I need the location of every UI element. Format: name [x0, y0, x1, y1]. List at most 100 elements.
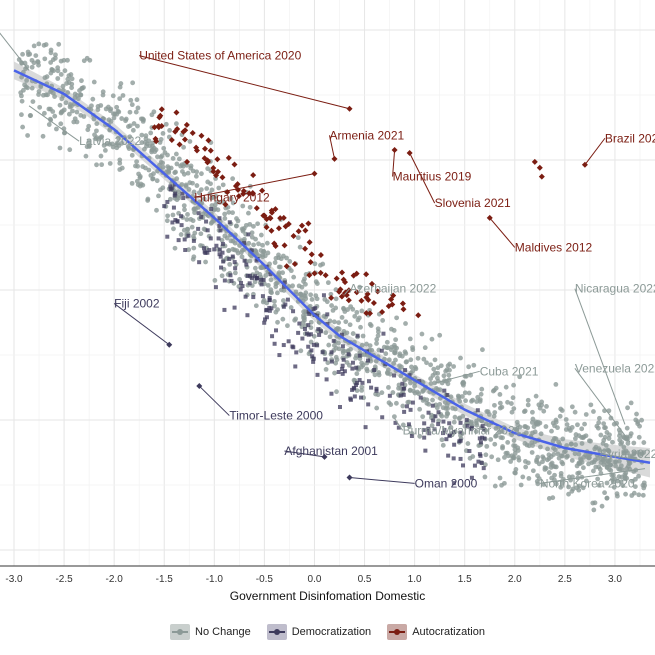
data-point-no-change [350, 331, 356, 336]
data-point-no-change [247, 204, 253, 210]
data-point-no-change [515, 422, 521, 428]
data-point-no-change [308, 292, 314, 298]
data-point-no-change [25, 133, 31, 138]
data-point-no-change [288, 268, 294, 274]
data-point-no-change [523, 464, 529, 470]
data-point-no-change [459, 394, 465, 399]
data-point-democratization [218, 254, 223, 259]
data-point-no-change [446, 372, 452, 378]
data-point-no-change [259, 265, 265, 270]
data-point-no-change [342, 309, 348, 314]
data-point-no-change [576, 487, 582, 493]
data-point-no-change [330, 307, 336, 313]
data-point-no-change [455, 393, 461, 399]
data-point-no-change [434, 375, 440, 381]
data-point-no-change [42, 56, 48, 62]
data-point-no-change [473, 429, 479, 434]
point-label: Timor-Leste 2000 [229, 409, 323, 423]
data-point-no-change [291, 274, 297, 280]
data-point-no-change [344, 360, 350, 365]
data-point-no-change [230, 210, 235, 216]
legend-label: Autocratization [412, 626, 485, 638]
data-point-no-change [94, 121, 100, 127]
data-point-no-change [156, 193, 161, 199]
data-point-no-change [428, 376, 434, 382]
data-point-no-change [361, 352, 367, 358]
data-point-no-change [251, 223, 256, 229]
point-label: Syria 2022 [600, 447, 655, 461]
data-point-no-change [192, 230, 198, 236]
label-leader-line [194, 173, 315, 198]
data-point-no-change [125, 144, 131, 150]
data-point-no-change [98, 135, 104, 140]
data-point-no-change [119, 116, 125, 121]
data-point-no-change [222, 211, 228, 217]
data-point-no-change [621, 444, 627, 450]
data-point-no-change [417, 433, 423, 439]
data-point-no-change [159, 153, 165, 159]
data-point-no-change [157, 162, 162, 168]
data-point-democratization [233, 266, 238, 271]
data-point-no-change [335, 326, 340, 331]
data-point-no-change [247, 258, 253, 264]
data-point-democratization [366, 379, 371, 384]
point-label: United States of America 2020 [139, 49, 301, 63]
data-point-no-change [435, 370, 441, 376]
label-leader-line [392, 150, 396, 177]
data-point-no-change [40, 133, 46, 139]
data-point-no-change [439, 437, 445, 443]
data-point-no-change [558, 484, 564, 490]
data-point-no-change [222, 233, 228, 239]
data-point-autocratization [235, 193, 242, 200]
data-point-no-change [411, 388, 416, 394]
data-point-no-change [179, 182, 185, 187]
data-point-democratization [404, 404, 409, 409]
data-point-democratization [180, 191, 185, 196]
data-point-no-change [272, 260, 278, 265]
data-point-democratization [436, 422, 441, 427]
data-point-democratization [363, 425, 368, 430]
data-point-no-change [212, 277, 218, 283]
data-point-democratization [239, 280, 244, 285]
data-point-no-change [43, 42, 49, 47]
data-point-no-change [402, 349, 408, 355]
data-point-no-change [219, 273, 225, 279]
data-point-no-change [369, 347, 375, 353]
data-point-no-change [428, 362, 433, 368]
data-point-no-change [483, 421, 489, 427]
data-point-no-change [178, 232, 184, 237]
data-point-no-change [622, 472, 628, 477]
data-point-no-change [155, 154, 160, 160]
data-point-no-change [452, 414, 458, 420]
data-point-no-change [33, 53, 39, 59]
data-point-no-change [511, 382, 516, 388]
label-leader-line [434, 370, 480, 384]
data-point-no-change [333, 360, 339, 366]
data-point-no-change [618, 463, 624, 469]
data-point-autocratization [250, 172, 257, 179]
data-point-autocratization [374, 288, 381, 295]
data-point-no-change [490, 388, 496, 394]
data-point-autocratization [307, 259, 314, 266]
data-point-no-change [550, 420, 556, 426]
data-point-no-change [440, 405, 446, 411]
data-point-no-change [325, 280, 331, 286]
data-point-autocratization [231, 161, 238, 168]
data-point-no-change [637, 452, 643, 457]
data-point-no-change [190, 218, 196, 224]
data-point-autocratization [259, 187, 266, 194]
data-point-no-change [503, 384, 509, 390]
data-point-democratization [436, 410, 441, 415]
data-point-no-change [264, 240, 270, 246]
data-point-no-change [20, 51, 25, 57]
data-point-no-change [599, 503, 605, 509]
data-point-autocratization [290, 233, 297, 240]
data-point-democratization [350, 360, 355, 365]
data-point-no-change [552, 447, 558, 453]
data-point-democratization [352, 394, 357, 399]
data-point-democratization [219, 265, 224, 270]
data-point-no-change [185, 212, 190, 217]
data-point-democratization [245, 273, 250, 278]
data-point-no-change [297, 244, 303, 250]
data-point-no-change [586, 461, 591, 467]
